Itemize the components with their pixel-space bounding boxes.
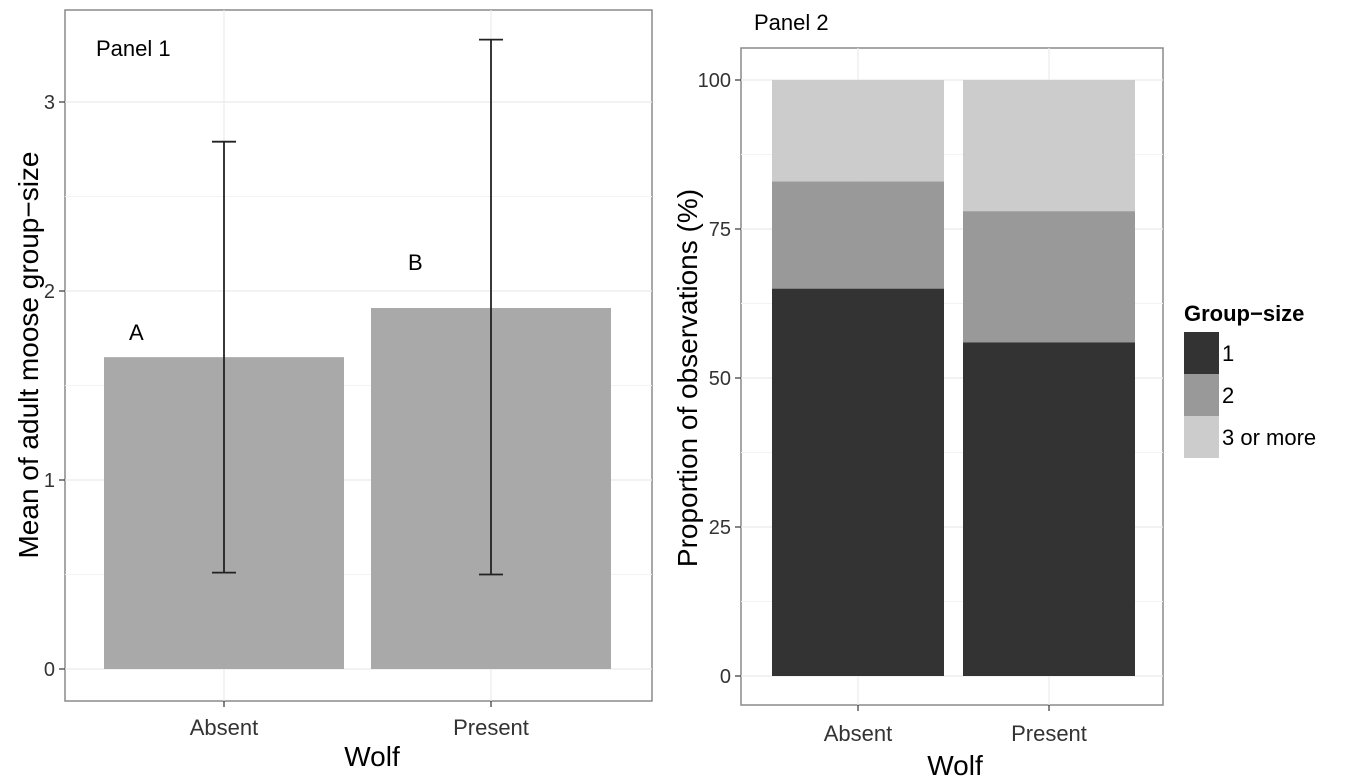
legend-swatch-2 [1184,374,1219,416]
x-tick-label: Present [453,715,529,740]
panel-1-y-ticks: 0 1 2 3 [44,92,65,681]
y-tick-label: 100 [698,70,731,92]
y-tick-label: 3 [44,92,55,114]
y-tick-label: 75 [709,219,731,241]
legend-label-1: 1 [1222,341,1234,366]
bar-segment-present-3 [963,80,1135,212]
panel-2-y-ticks: 0 25 50 75 100 [698,70,741,688]
panel-2: Panel 2 0 25 50 75 100 Absent Present Wolf Pr… [672,10,1164,780]
panel-1-label: Panel 1 [96,36,171,61]
y-tick-label: 0 [44,659,55,681]
legend-swatch-3 [1184,416,1219,458]
legend-label-3: 3 or more [1222,425,1316,450]
panel-2-x-ticks: Absent Present [824,705,1087,746]
panel-1-x-axis-title: Wolf [344,741,400,772]
bar-segment-present-1 [963,342,1135,676]
x-tick-label: Present [1011,721,1087,746]
legend-label-2: 2 [1222,383,1234,408]
bar-segment-absent-2 [772,181,944,289]
panel-2-x-axis-title: Wolf [927,750,983,780]
bar-segment-absent-3 [772,80,944,182]
y-tick-label: 1 [44,470,55,492]
legend-title: Group−size [1184,301,1304,326]
panel-1-y-axis-title: Mean of adult moose group−size [13,151,44,558]
x-tick-label: Absent [190,715,259,740]
panel-1-x-ticks: Absent Present [190,701,529,740]
bar-segment-absent-1 [772,288,944,676]
panel-2-label: Panel 2 [754,10,829,35]
legend-swatch-1 [1184,332,1219,374]
panel-2-y-axis-title: Proportion of observations (%) [672,189,703,567]
y-tick-label: 0 [720,666,731,688]
bar-letter: A [129,320,144,345]
bar-letter: B [408,250,423,275]
y-tick-label: 2 [44,281,55,303]
panel-2-stacked-bars [772,80,1135,676]
panel-1-bar-letters: AB [129,250,423,345]
panel-1-error-bars [212,38,503,576]
x-tick-label: Absent [824,721,893,746]
y-tick-label: 25 [709,517,731,539]
y-tick-label: 50 [709,368,731,390]
bar-segment-present-2 [963,211,1135,343]
legend: Group−size 1 2 3 or more [1184,301,1316,458]
